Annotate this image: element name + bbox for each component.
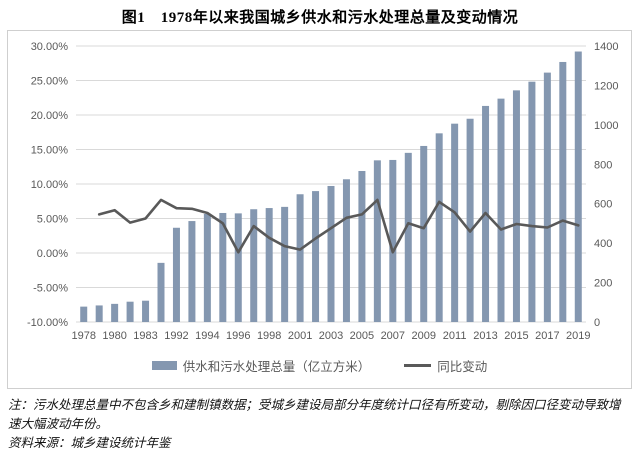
bar-1998 <box>265 208 273 322</box>
bar- <box>126 301 134 322</box>
left-axis-tick: -10.00% <box>27 317 68 329</box>
x-axis-tick: 1978 <box>71 330 95 342</box>
bar-1980 <box>111 303 119 322</box>
bar-1992 <box>172 227 180 322</box>
right-axis-tick: 0 <box>594 317 600 329</box>
footnote-note: 注：污水处理总量中不包含乡和建制镇数据；受城乡建设局部分年度统计口径有所变动，剔… <box>8 398 621 431</box>
bar- <box>497 98 505 322</box>
chart-title: 图1 1978年以来我国城乡供水和污水处理总量及变动情况 <box>121 10 519 26</box>
bar- <box>404 152 412 322</box>
x-axis-tick: 2017 <box>535 330 559 342</box>
bar- <box>250 209 258 322</box>
left-axis-tick: 25.00% <box>31 76 69 88</box>
bar-1996 <box>234 213 242 322</box>
x-axis-tick: 1983 <box>133 330 157 342</box>
right-axis-tick: 400 <box>594 238 612 250</box>
bar-2005 <box>358 170 366 322</box>
bar- <box>95 305 103 322</box>
x-axis-tick: 2011 <box>443 330 467 342</box>
x-axis-tick: 2001 <box>288 330 312 342</box>
bar-2003 <box>327 185 335 322</box>
chart-plot: 30.00% 25.00% 20.00% 15.00% 10.00% 5.00% 0.00%… <box>27 41 618 342</box>
bar- <box>219 212 227 322</box>
right-axis-tick: 1200 <box>594 80 618 92</box>
left-axis-tick: 20.00% <box>31 110 69 122</box>
x-axis-tick: 2019 <box>566 330 590 342</box>
right-axis-tick: 600 <box>594 199 612 211</box>
bar- <box>373 160 381 322</box>
footnote-source: 资料来源：城乡建设统计年鉴 <box>8 435 171 450</box>
chart-area: 30.00% 25.00% 20.00% 15.00% 10.00% 5.00% 0.00%… <box>7 30 632 389</box>
x-axis-tick: 1998 <box>257 330 281 342</box>
x-axis-tick: 1992 <box>164 330 188 342</box>
bar-1978 <box>80 306 88 322</box>
bar-2001 <box>296 194 304 322</box>
left-axis-tick: 10.00% <box>31 179 69 191</box>
bar- <box>157 262 165 322</box>
x-axis-tick: 1980 <box>102 330 126 342</box>
bar-2007 <box>389 159 397 322</box>
x-axis-tick: 2013 <box>473 330 497 342</box>
x-axis-tick: 2005 <box>350 330 374 342</box>
bar- <box>466 118 474 322</box>
bar-2011 <box>451 123 459 322</box>
bar- <box>559 61 567 323</box>
left-axis-tick: -5.00% <box>33 283 68 295</box>
bar- <box>281 206 289 322</box>
bar-2019 <box>574 51 582 323</box>
bar- <box>342 179 350 322</box>
left-axis-tick: 0.00% <box>37 248 68 260</box>
chart-legend: 供水和污水处理总量（亿立方米） 同比变动 <box>8 356 631 375</box>
x-axis-tick: 2007 <box>381 330 405 342</box>
legend-line-swatch <box>404 364 432 367</box>
bar-2009 <box>420 145 428 322</box>
footnote: 注：污水处理总量中不包含乡和建制镇数据；受城乡建设局部分年度统计口径有所变动，剔… <box>8 396 632 452</box>
right-axis-tick: 200 <box>594 278 612 290</box>
x-axis-tick: 2003 <box>319 330 343 342</box>
x-axis-tick: 1994 <box>195 330 219 342</box>
left-axis-tick: 15.00% <box>31 145 69 157</box>
x-axis-tick: 2015 <box>504 330 528 342</box>
bar-2015 <box>512 90 520 322</box>
legend-bar-label: 供水和污水处理总量（亿立方米） <box>182 360 371 374</box>
bar- <box>528 81 536 322</box>
bar-1994 <box>203 213 211 322</box>
right-axis-tick: 1000 <box>594 120 618 132</box>
right-axis-tick: 800 <box>594 159 612 171</box>
trend-line <box>97 198 580 254</box>
bar-2017 <box>543 72 551 322</box>
left-axis-tick: 5.00% <box>37 214 68 226</box>
bar- <box>435 133 443 322</box>
legend-line-label: 同比变动 <box>437 360 488 374</box>
right-axis-tick: 1400 <box>594 41 618 53</box>
left-axis-tick: 30.00% <box>31 41 69 53</box>
legend-bar-swatch <box>151 361 177 370</box>
x-axis-tick: 1996 <box>226 330 250 342</box>
bar- <box>312 191 320 322</box>
bar-1983 <box>142 300 150 322</box>
x-axis-tick: 2009 <box>411 330 435 342</box>
bar- <box>188 221 196 322</box>
